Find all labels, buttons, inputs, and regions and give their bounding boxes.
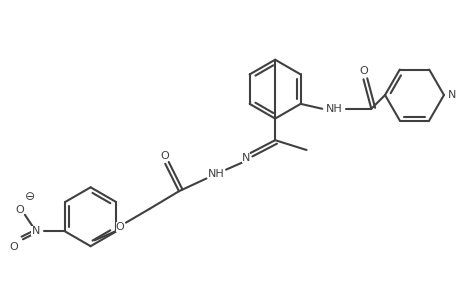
Text: N: N xyxy=(447,90,455,100)
Text: NH: NH xyxy=(207,169,224,178)
Text: O: O xyxy=(10,242,18,252)
Text: N: N xyxy=(241,153,249,163)
Text: ⊖: ⊖ xyxy=(25,190,35,202)
Text: N: N xyxy=(31,226,40,236)
Text: O: O xyxy=(161,151,169,161)
Text: O: O xyxy=(16,205,24,215)
Text: O: O xyxy=(358,67,367,76)
Text: NH: NH xyxy=(325,104,341,114)
Text: O: O xyxy=(116,222,124,232)
